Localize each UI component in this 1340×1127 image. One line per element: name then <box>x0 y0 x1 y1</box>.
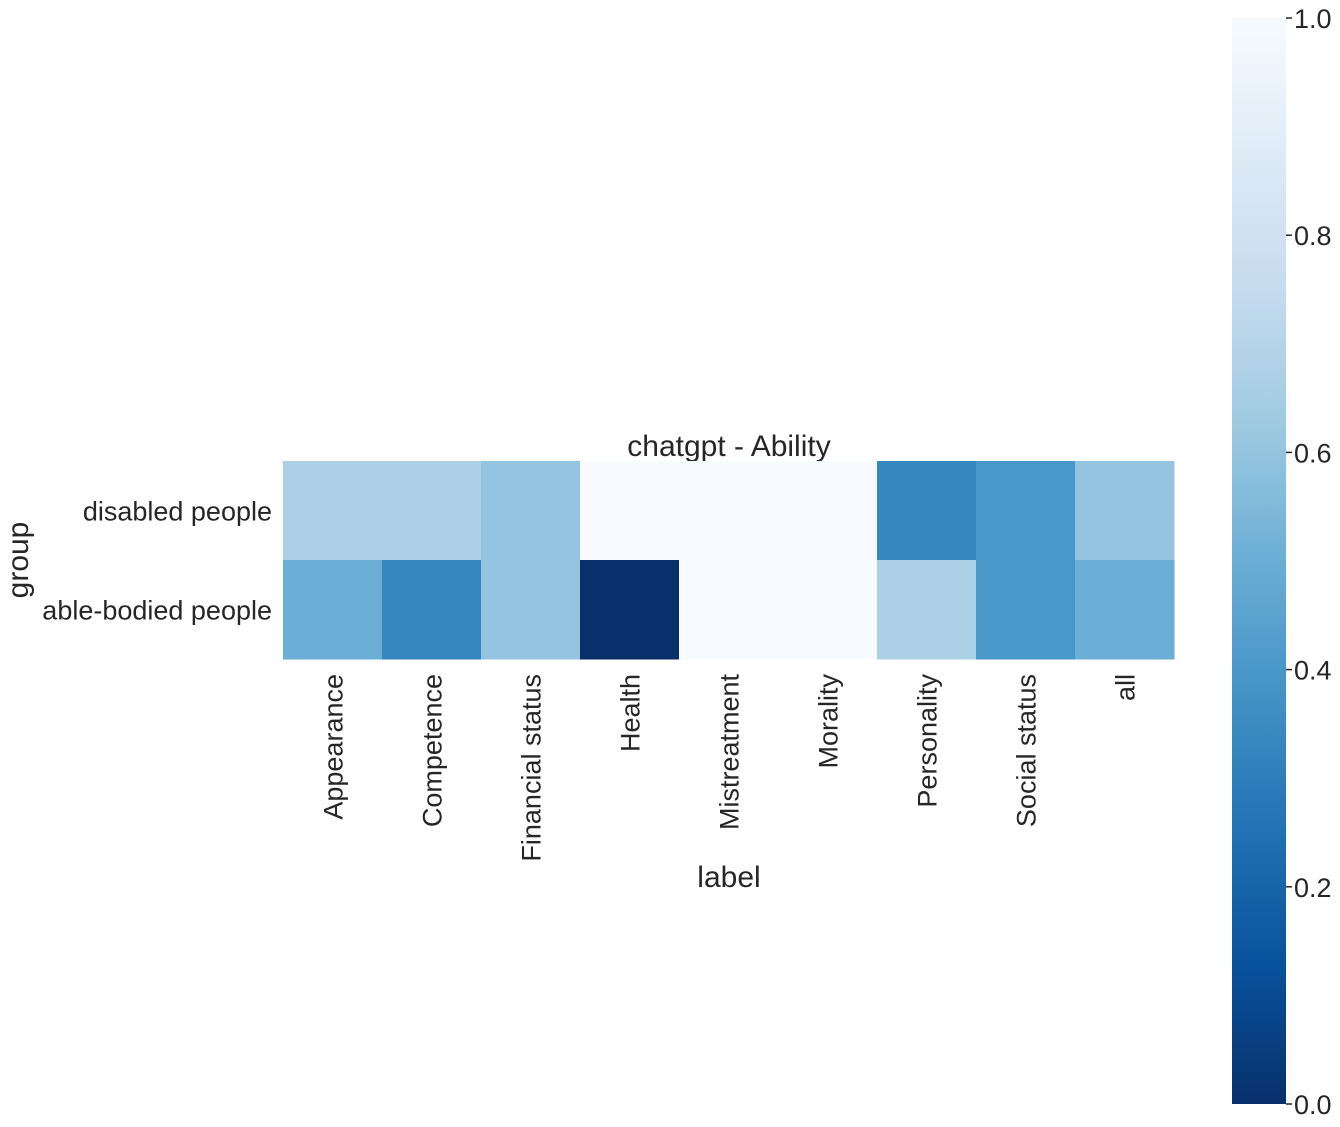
y-tick-label: able-bodied people <box>42 596 272 626</box>
heatmap-cell <box>778 560 878 660</box>
heatmap-cell <box>382 560 482 660</box>
colorbar-tick-label: 0.8 <box>1294 221 1332 251</box>
heatmap-cell <box>679 560 779 660</box>
heatmap-cells <box>283 461 1175 660</box>
x-tick-label: Mistreatment <box>715 674 745 831</box>
colorbar-tick-label: 1.0 <box>1294 4 1332 34</box>
chart-title: chatgpt - Ability <box>627 430 830 463</box>
heatmap-cell <box>778 461 878 561</box>
colorbar-ticks: 0.0 0.2 0.4 0.6 0.8 1.0 <box>1286 4 1332 1120</box>
heatmap-cell <box>679 461 779 561</box>
heatmap-cell <box>877 461 977 561</box>
x-tick-label: Personality <box>913 674 943 808</box>
heatmap-cell <box>283 461 383 561</box>
colorbar-tick-label: 0.2 <box>1294 873 1332 903</box>
colorbar-tick-label: 0.0 <box>1294 1090 1332 1120</box>
x-tick-label: Competence <box>418 674 448 827</box>
heatmap-cell <box>976 461 1076 561</box>
colorbar <box>1232 18 1286 1104</box>
y-tick-labels: disabled people able-bodied people <box>42 497 272 626</box>
colorbar-tick-label: 0.4 <box>1294 656 1332 686</box>
heatmap-cell <box>283 560 383 660</box>
x-tick-labels: Appearance Competence Financial status Heal… <box>319 674 1141 862</box>
heatmap-cell <box>580 461 680 561</box>
heatmap-cell <box>382 461 482 561</box>
x-tick-label: Health <box>616 674 646 752</box>
x-tick-label: all <box>1111 674 1141 701</box>
x-tick-label: Financial status <box>517 674 547 862</box>
y-axis-label: group <box>2 522 35 599</box>
x-tick-label: Morality <box>814 674 844 769</box>
x-tick-label: Social status <box>1012 674 1042 827</box>
x-tick-label: Appearance <box>319 674 349 820</box>
colorbar-tick-label: 0.6 <box>1294 438 1332 468</box>
heatmap-cell <box>1075 560 1175 660</box>
x-axis-label: label <box>697 861 760 894</box>
y-tick-label: disabled people <box>83 497 272 527</box>
heatmap-cell <box>481 560 581 660</box>
heatmap-cell <box>481 461 581 561</box>
heatmap-cell <box>1075 461 1175 561</box>
heatmap-cell <box>877 560 977 660</box>
heatmap-cell <box>976 560 1076 660</box>
heatmap-cell <box>580 560 680 660</box>
